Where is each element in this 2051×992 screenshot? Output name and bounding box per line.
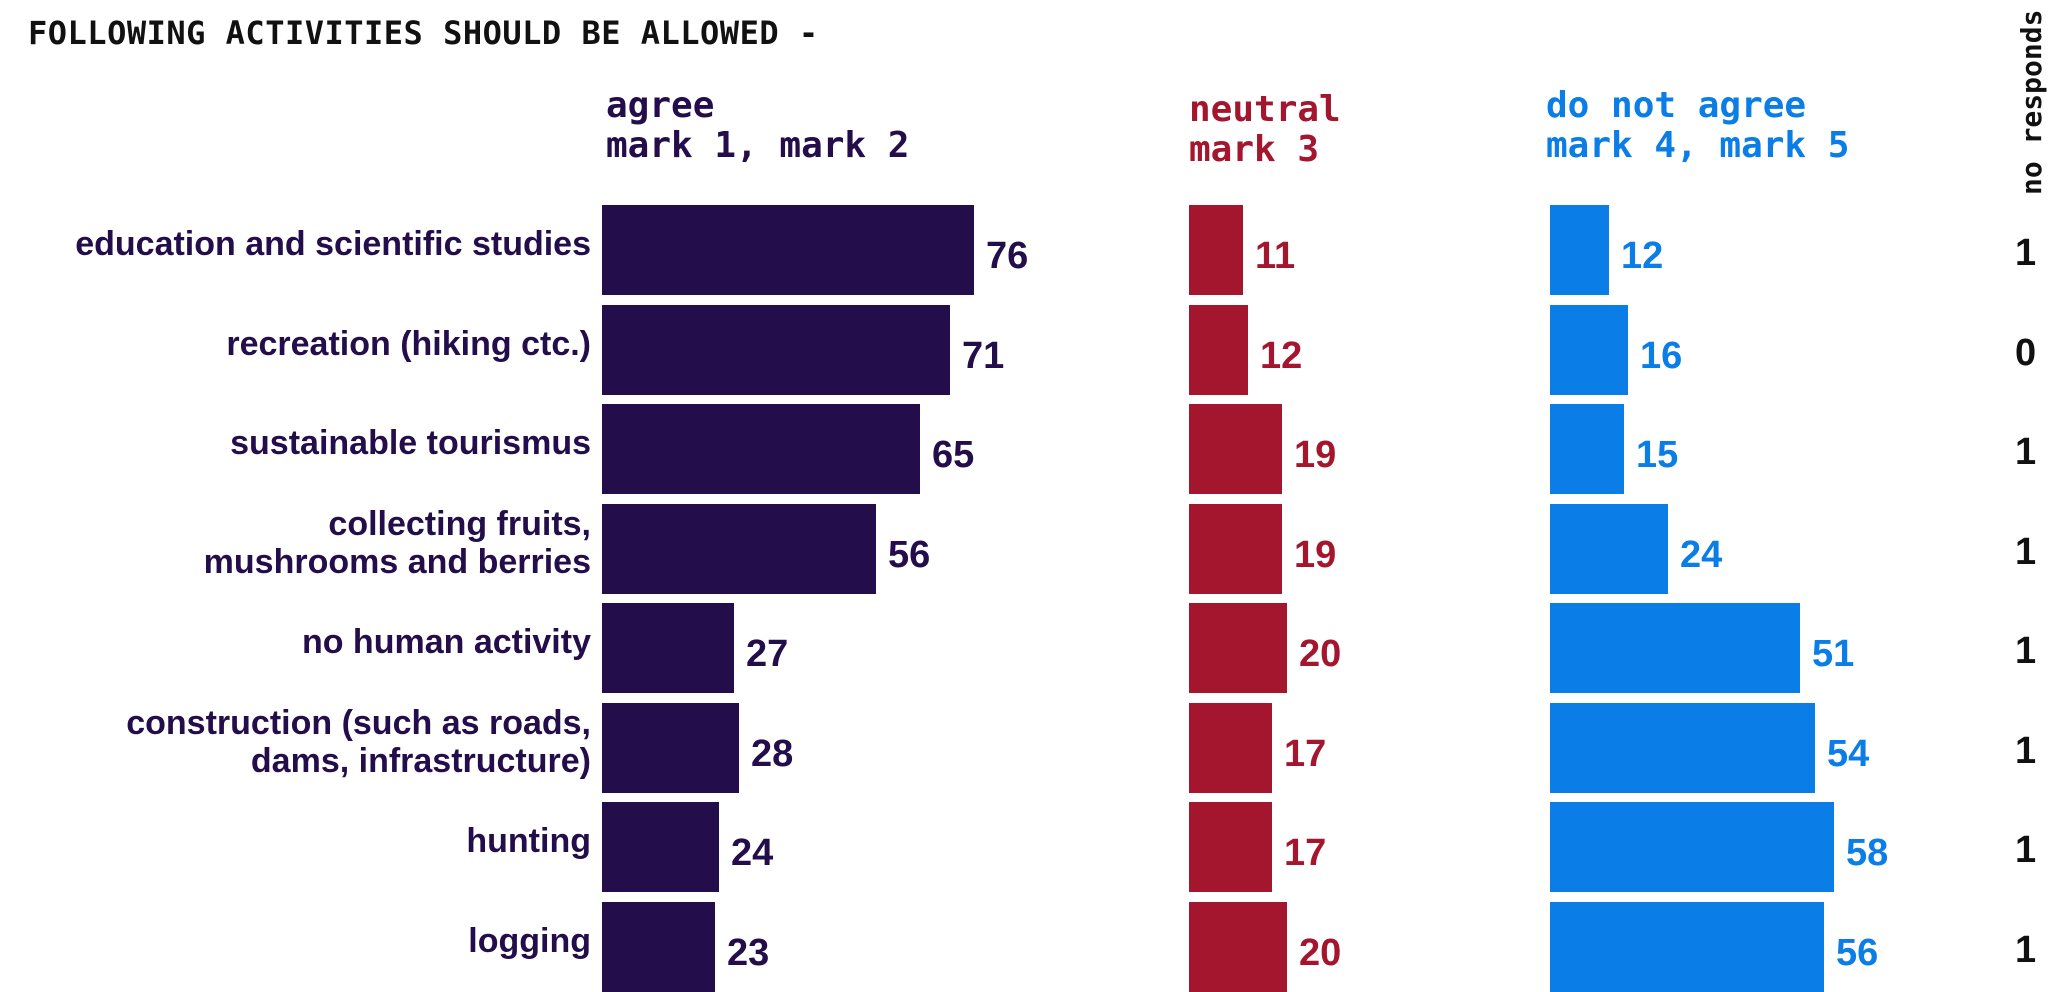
- neutral-value-label: 17: [1284, 732, 1327, 775]
- category-label-line: hunting: [466, 822, 591, 860]
- disagree-bar: [1550, 304, 1628, 395]
- agree-value-label: 71: [962, 334, 1005, 377]
- disagree-bar: [1550, 404, 1624, 494]
- disagree-bar: [1550, 901, 1824, 992]
- chart-title: FOLLOWING ACTIVITIES SHOULD BE ALLOWED -: [28, 14, 819, 52]
- disagree-bar: [1550, 802, 1834, 892]
- neutral-value-label: 20: [1299, 931, 1342, 974]
- agree-bar: [602, 702, 739, 793]
- category-label: collecting fruits, mushrooms and berries: [0, 505, 591, 581]
- agree-header: agree mark 1, mark 2: [606, 86, 909, 166]
- disagree-value-label: 54: [1827, 732, 1870, 775]
- neutral-value-label: 19: [1294, 434, 1337, 476]
- neutral-value-label: 20: [1299, 633, 1342, 675]
- agree-header-line2: mark 1, mark 2: [606, 125, 910, 166]
- neutral-bar: [1189, 404, 1282, 494]
- no-responds-header: no responds: [2015, 9, 2048, 195]
- category-label-line: sustainable tourismus: [230, 424, 591, 462]
- agree-value-label: 23: [727, 931, 770, 974]
- disagree-header: do not agree mark 4, mark 5: [1546, 86, 1849, 166]
- neutral-value-label: 12: [1260, 334, 1303, 377]
- neutral-bar: [1189, 503, 1282, 594]
- category-label-line: no human activity: [301, 623, 591, 661]
- category-label-line: education and scientific studies: [75, 225, 591, 263]
- agree-value-label: 76: [986, 235, 1029, 277]
- agree-bar: [602, 603, 734, 693]
- disagree-bar: [1550, 702, 1815, 793]
- disagree-value-label: 16: [1640, 334, 1683, 377]
- neutral-value-label: 17: [1284, 832, 1327, 874]
- disagree-value-label: 51: [1812, 633, 1855, 675]
- no-responds-value: 1: [2015, 431, 2037, 473]
- category-label: construction (such as roads, dams, infras…: [0, 704, 591, 780]
- neutral-bar: [1189, 205, 1243, 295]
- agree-value-label: 28: [751, 732, 794, 775]
- category-label: logging: [0, 922, 591, 960]
- neutral-bar: [1189, 901, 1287, 992]
- category-label-line: logging: [468, 921, 591, 960]
- no-responds-value: 1: [2015, 232, 2037, 274]
- no-responds-value: 1: [2015, 928, 2037, 971]
- no-responds-value: 1: [2015, 630, 2037, 672]
- category-label-line: mushrooms and berries: [203, 542, 591, 581]
- category-label-line: dams, infrastructure): [250, 741, 591, 780]
- disagree-value-label: 58: [1846, 832, 1889, 874]
- disagree-value-label: 15: [1636, 434, 1679, 476]
- category-label: no human activity: [0, 623, 591, 661]
- neutral-header-line1: neutral: [1189, 89, 1341, 130]
- neutral-value-label: 19: [1294, 533, 1337, 576]
- no-responds-value: 1: [2015, 530, 2037, 573]
- disagree-value-label: 12: [1621, 235, 1664, 277]
- agree-value-label: 27: [746, 633, 789, 675]
- disagree-header-line1: do not agree: [1546, 85, 1807, 126]
- neutral-bar: [1189, 802, 1272, 892]
- agree-value-label: 24: [731, 832, 774, 874]
- neutral-header: neutral mark 3: [1189, 90, 1341, 170]
- no-responds-value: 1: [2015, 829, 2037, 871]
- neutral-bar: [1189, 304, 1248, 395]
- category-label: sustainable tourismus: [0, 424, 591, 462]
- agree-bar: [602, 304, 950, 395]
- category-label-line: construction (such as roads,: [126, 703, 591, 742]
- disagree-value-label: 56: [1836, 931, 1879, 974]
- agree-value-label: 56: [888, 533, 931, 576]
- agree-bar: [602, 901, 715, 992]
- agree-bar: [602, 802, 719, 892]
- agree-bar: [602, 205, 974, 295]
- neutral-header-line2: mark 3: [1189, 129, 1320, 170]
- category-label: recreation (hiking ctc.): [0, 325, 591, 363]
- disagree-bar: [1550, 503, 1668, 594]
- agree-bar: [602, 404, 920, 494]
- disagree-bar: [1550, 603, 1800, 693]
- disagree-bar: [1550, 205, 1609, 295]
- no-responds-value: 1: [2015, 729, 2037, 772]
- agree-bar: [602, 503, 876, 594]
- no-responds-value: 0: [2015, 331, 2037, 374]
- neutral-bar: [1189, 702, 1272, 793]
- category-label-line: recreation (hiking ctc.): [226, 324, 591, 363]
- category-label: hunting: [0, 822, 591, 860]
- disagree-value-label: 24: [1680, 533, 1723, 576]
- agree-value-label: 65: [932, 434, 975, 476]
- neutral-bar: [1189, 603, 1287, 693]
- agree-header-line1: agree: [606, 85, 715, 126]
- category-label: education and scientific studies: [0, 225, 591, 263]
- category-label-line: collecting fruits,: [328, 504, 591, 543]
- disagree-header-line2: mark 4, mark 5: [1546, 125, 1850, 166]
- neutral-value-label: 11: [1255, 235, 1296, 277]
